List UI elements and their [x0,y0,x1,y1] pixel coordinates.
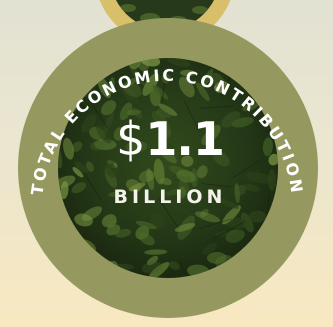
contribution-amount: 1.1 [145,112,224,166]
currency-symbol: $ [116,112,146,166]
contribution-unit: BILLION [113,186,227,208]
contribution-value: $1.1 [96,116,244,162]
